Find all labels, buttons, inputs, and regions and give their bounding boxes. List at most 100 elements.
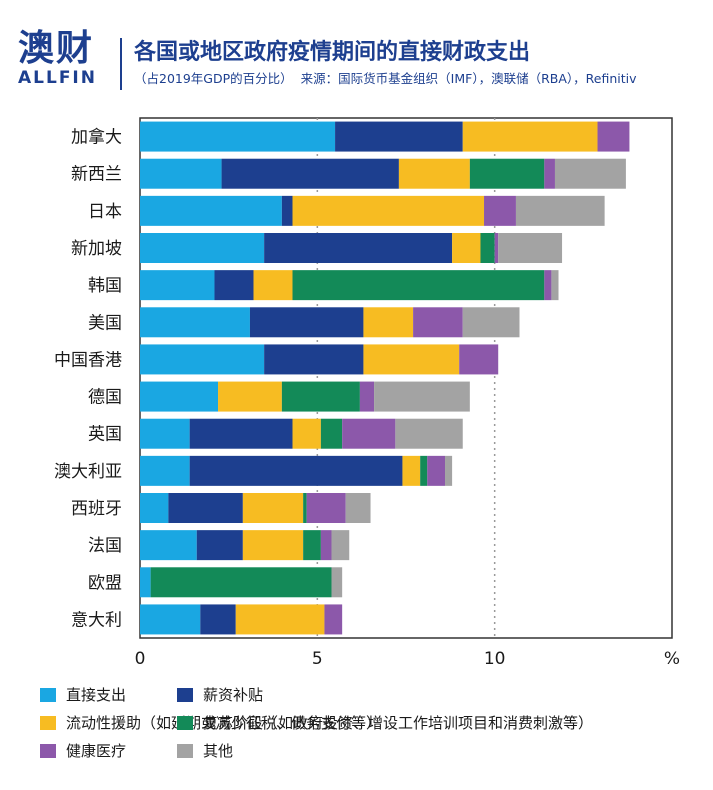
bar-segment [140,195,282,226]
logo: 澳财 ALLFIN [18,28,110,89]
bar-segment [200,604,236,635]
subtitle-unit: （占2019年GDP的百分比） [134,71,293,86]
bar-segment [413,307,463,338]
bar-segment [462,307,520,338]
bar-segment [140,418,190,449]
category-label: 英国 [88,425,122,445]
bar-segment [320,530,332,561]
bar-segment [515,195,605,226]
legend-swatch [40,743,56,758]
bar-segment [395,418,463,449]
category-label: 欧盟 [88,573,122,593]
category-label: 美国 [88,313,122,333]
bar-segment [140,381,219,412]
legend-item: 薪资补贴 [177,684,263,705]
legend-swatch [40,687,56,702]
bar-segment [292,195,485,226]
category-label: 加拿大 [71,127,122,148]
bar-segment [218,381,282,412]
bar-segment [551,270,559,301]
legend-label: 健康医疗 [66,742,127,760]
legend-item: 流动性援助（如延期或减少征税、债务支付等） [40,712,381,733]
bar-segment [320,418,343,449]
bar-segment [324,604,343,635]
legend-item: 其他 [177,740,233,761]
legend-item: 复苏阶段（如政府投资、增设工作培训项目和消费刺激等） [177,712,593,733]
bar-segment [140,455,190,486]
bar-segment [554,158,626,189]
bar-segment [469,158,545,189]
bar-segment [359,381,375,412]
category-label: 日本 [88,202,122,222]
bar-segment [140,604,201,635]
bar-segment [494,233,499,263]
bar-segment [303,530,321,561]
bar-segment [281,381,360,412]
bar-segment [345,493,371,523]
bar-segment [150,567,332,598]
bar-segment [235,604,325,635]
bar-segment [140,233,265,263]
legend-swatch [177,715,193,730]
legend-label: 复苏阶段（如政府投资、增设工作培训项目和消费刺激等） [203,714,594,732]
bar-segment [242,493,304,523]
bar-segment [398,158,470,189]
bar-segment [544,158,555,189]
bar-segment [242,530,304,561]
bar-segment [597,121,630,152]
bar-segment [140,158,222,189]
logo-chinese: 澳财 [18,28,95,69]
bar-segment [342,418,396,449]
category-label: 意大利 [71,610,122,630]
category-label: 法国 [88,536,122,556]
bar-segment [480,233,495,263]
bar-segment [214,270,254,301]
bar-segment [140,567,151,598]
bar-segment [140,307,250,338]
legend-label: 直接支出 [66,686,127,704]
bar-segment [253,270,293,301]
category-label: 韩国 [88,276,122,296]
x-tick-label: 10 [484,649,506,669]
x-tick-label: 5 [312,649,323,669]
bar-segment [140,270,215,301]
bar-segment [221,158,399,189]
bar-segment [331,567,343,598]
bar-segment [459,344,499,375]
logo-english: ALLFIN [18,68,97,88]
legend-item: 直接支出 [40,684,126,705]
bar-segment [140,344,265,375]
bar-segment [335,121,463,152]
bar-segment [420,455,428,486]
bar-segment [306,493,346,523]
bar-segment [484,195,516,226]
legend-swatch [177,687,193,702]
category-label: 德国 [88,388,122,408]
bar-segment [140,493,169,523]
bar-segment [402,455,421,486]
category-label: 新加坡 [71,239,122,259]
chart-title: 各国或地区政府疫情期间的直接财政支出 [134,40,531,65]
header-divider [120,38,122,90]
bar-segment [303,493,307,523]
bar-segment [427,455,446,486]
bar-segment [363,307,414,338]
chart-subtitle: （占2019年GDP的百分比） 来源：国际货币基金组织（IMF），澳联储（RBA）… [134,68,637,87]
legend-label: 薪资补贴 [203,686,264,704]
bar-segment [452,233,481,263]
legend-swatch [177,743,193,758]
plot-frame [139,117,673,639]
legend-label: 流动性援助（如延期或减少征税、债务支付等） [66,714,382,732]
legend-swatch [40,715,56,730]
category-label: 西班牙 [71,499,122,519]
bar-segment [544,270,552,301]
legend-item: 健康医疗 [40,740,126,761]
bar-segment [292,270,545,301]
bar-segment [462,121,598,152]
bar-segment [331,530,350,561]
bar-segment [249,307,364,338]
bar-segment [168,493,243,523]
bar-segment [140,121,336,152]
bar-segment [264,344,364,375]
